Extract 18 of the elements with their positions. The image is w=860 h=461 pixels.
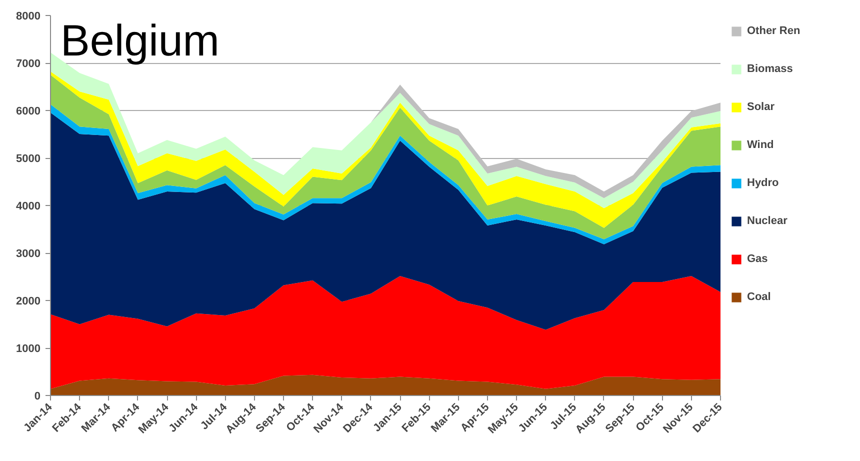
legend-label: Nuclear — [747, 215, 788, 227]
y-tick-label: 3000 — [16, 248, 41, 260]
y-tick-label: 8000 — [16, 10, 41, 22]
y-tick-label: 4000 — [16, 200, 41, 212]
y-tick-label: 5000 — [16, 153, 41, 165]
y-tick-label: 1000 — [16, 343, 41, 355]
legend-label: Wind — [747, 139, 774, 151]
legend-label: Gas — [747, 253, 768, 265]
legend-label: Hydro — [747, 177, 779, 189]
y-tick-label: 6000 — [16, 106, 41, 118]
legend-label: Solar — [747, 101, 775, 113]
legend-label: Coal — [747, 291, 771, 303]
y-tick-label: 7000 — [16, 58, 41, 70]
legend-label: Biomass — [747, 63, 793, 75]
legend-label: Other Ren — [747, 25, 800, 37]
chart-title: Belgium — [60, 16, 220, 66]
y-tick-label: 2000 — [16, 296, 41, 308]
y-tick-label: 0 — [34, 390, 41, 402]
